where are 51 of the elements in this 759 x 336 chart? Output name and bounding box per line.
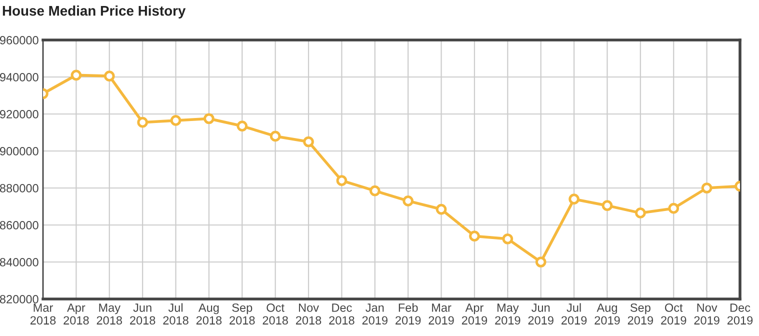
chart-title: House Median Price History [2,6,186,18]
x-tick-label: Sep 2019 [628,303,653,325]
point [535,256,546,268]
x-tick-label: Jul 2018 [163,303,188,325]
x-tick-label: Sep 2018 [230,303,255,325]
point [502,233,514,244]
x-tick-label: Oct 2019 [661,303,686,325]
point [402,196,414,206]
x-tick-label: Dec 2019 [727,304,753,325]
point [436,204,447,215]
x-tick-label: Dec 2018 [329,304,354,325]
point [602,200,613,211]
x-tick-label: Apr 2018 [64,304,89,325]
point [701,182,712,194]
point [170,115,182,126]
y-tick-label: 820000 [0,295,38,304]
y-tick-label: 840000 [0,258,38,266]
point [668,202,680,214]
point [635,208,646,218]
y-tick-label: 940000 [0,73,38,82]
x-tick-label: Oct 2018 [262,303,288,325]
x-tick-label: Jul 2019 [562,303,587,325]
point [70,70,82,81]
point [236,120,248,132]
x-tick-label: Aug 2018 [196,304,222,325]
x-tick-label: Jun 2018 [130,304,156,325]
x-tick-label: Mar 2019 [428,304,454,325]
x-tick-label: Feb 2019 [396,303,421,325]
y-tick-label: 960000 [0,36,38,44]
x-tick-label: May 2019 [495,304,520,325]
point [270,130,281,142]
y-tick-label: 900000 [0,147,38,156]
y-tick-label: 880000 [0,184,38,192]
point [104,70,115,82]
x-tick-label: Mar 2018 [30,304,56,325]
point [303,136,314,148]
y-tick-label: 920000 [0,110,38,118]
x-tick-label: Aug 2019 [594,304,620,325]
x-tick-label: Nov 2018 [296,304,322,325]
x-tick-label: May 2018 [96,304,122,325]
x-tick-label: Apr 2019 [462,304,488,325]
point [137,116,148,128]
x-tick-label: Jun 2019 [528,304,554,325]
y-tick-label: 860000 [0,221,38,230]
point [369,185,380,196]
x-tick-label: Jan 2019 [362,304,388,325]
point [469,230,480,242]
point [204,113,214,124]
point [568,194,580,205]
point [336,175,348,186]
x-tick-label: Nov 2019 [694,304,720,325]
